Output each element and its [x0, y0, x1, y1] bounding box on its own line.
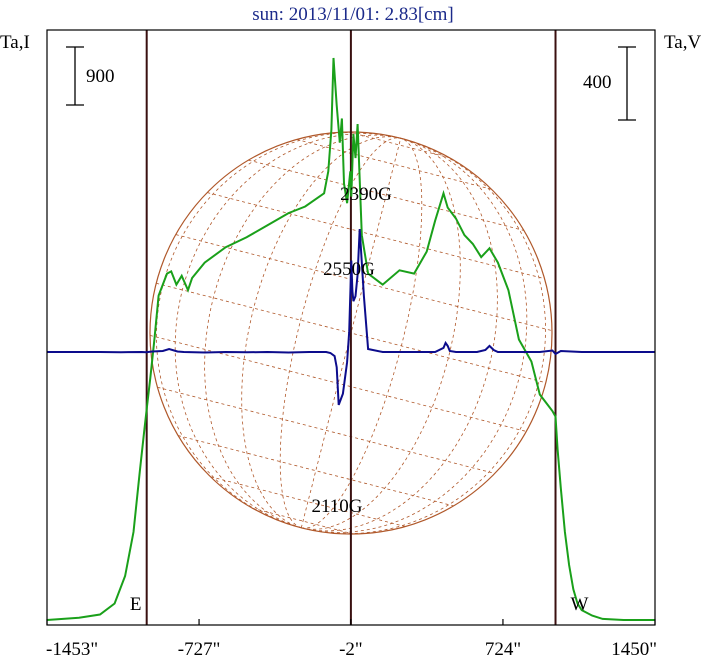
longitude-line	[301, 137, 528, 533]
latitude-line	[348, 131, 450, 159]
chart-title: sun: 2013/11/01: 2.83[cm]	[252, 4, 454, 25]
left-scale-value: 900	[86, 66, 115, 87]
right-axis-label: Ta,V	[664, 32, 702, 53]
longitude-line	[155, 132, 401, 529]
annotation-label: 2110G	[311, 496, 362, 517]
series-line-v	[47, 228, 655, 406]
latitude-line	[157, 386, 495, 474]
x-tick-label: 1450"	[611, 639, 657, 660]
chart-labels: -1453" -727" -2" 724" 1450" E W 2390G 2550G 2110G	[46, 184, 657, 660]
longitude-line	[301, 137, 423, 529]
longitude-line	[301, 137, 498, 532]
annotation-label: 2550G	[323, 259, 375, 280]
annotation-label: 2390G	[340, 184, 392, 205]
left-axis-label: Ta,I	[0, 32, 30, 53]
x-tick-label: -727"	[178, 639, 221, 660]
guide-lines	[145, 30, 557, 625]
limb-label-e: E	[130, 594, 142, 615]
series-line-i	[46, 57, 655, 621]
x-tick-label: -2"	[339, 639, 363, 660]
longitude-line	[174, 133, 401, 529]
series-layer	[46, 57, 655, 621]
heliographic-grid	[150, 131, 552, 535]
longitude-line	[279, 137, 401, 529]
latitude-line	[252, 507, 354, 535]
longitude-line	[204, 134, 401, 529]
longitude-line	[300, 138, 402, 528]
latitude-line	[296, 139, 492, 190]
right-scale-value: 400	[583, 72, 612, 93]
latitude-line	[248, 159, 525, 231]
x-tick-label: -1453"	[46, 639, 98, 660]
longitude-line	[301, 137, 461, 530]
plot-frame	[46, 29, 656, 626]
longitude-line	[241, 136, 401, 529]
limb-label-w: W	[571, 594, 589, 615]
longitude-line	[301, 137, 547, 534]
x-tick-label: 724"	[485, 639, 521, 660]
